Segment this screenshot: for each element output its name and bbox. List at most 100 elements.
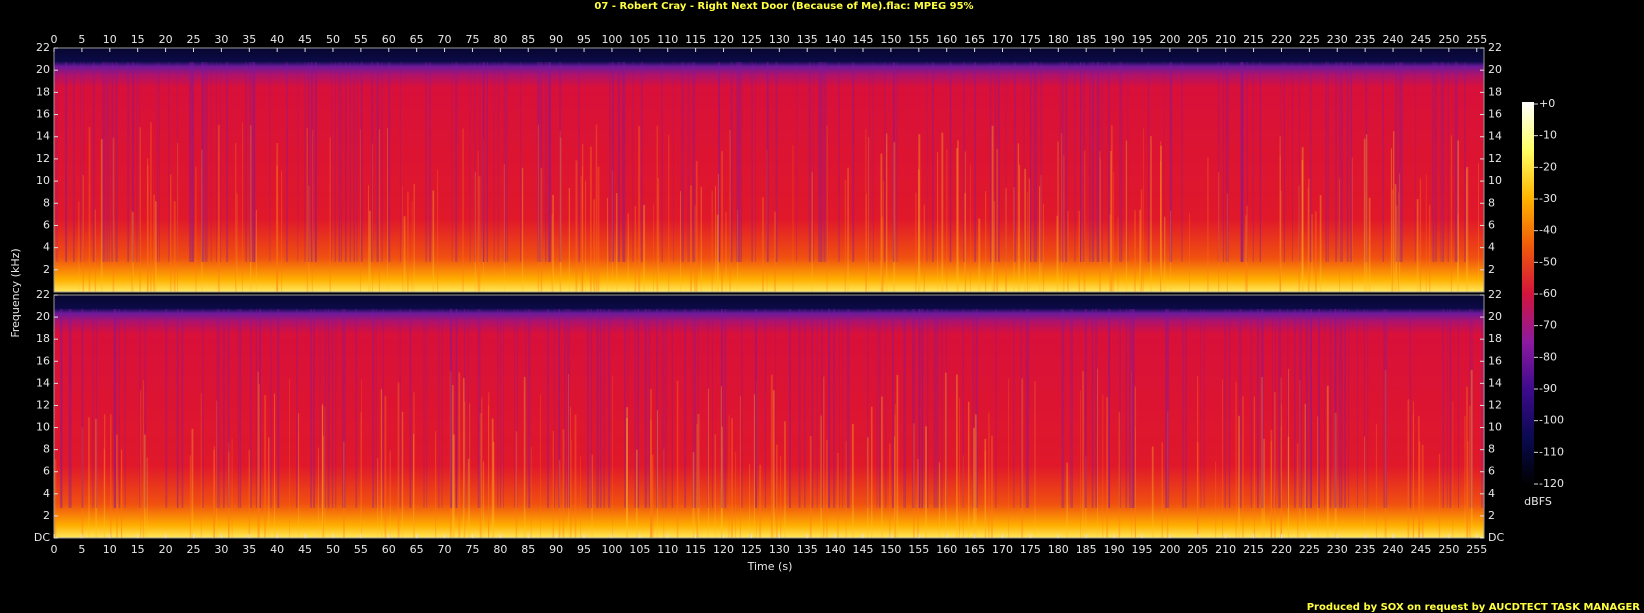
- texture: [941, 132, 944, 292]
- texture: [464, 401, 466, 538]
- texture: [94, 209, 97, 292]
- x-axis-label: Time (s): [747, 560, 793, 573]
- texture: [589, 146, 592, 292]
- texture: [189, 62, 192, 262]
- texture: [206, 62, 208, 262]
- texture: [1134, 210, 1136, 292]
- texture: [1384, 370, 1387, 538]
- texture: [1129, 309, 1131, 508]
- texture: [688, 62, 690, 262]
- y-tick-label: 14: [36, 130, 50, 143]
- y-tick-label: 16: [1488, 108, 1502, 121]
- x-tick-label: 225: [1299, 33, 1320, 46]
- texture: [1318, 309, 1321, 508]
- texture: [1240, 309, 1242, 508]
- x-tick-label: 210: [1215, 543, 1236, 556]
- texture: [1005, 62, 1007, 262]
- texture: [213, 449, 215, 538]
- texture: [549, 62, 552, 262]
- texture: [386, 127, 388, 293]
- y-tick-label: 12: [1488, 398, 1502, 411]
- texture: [927, 309, 929, 508]
- texture: [973, 427, 975, 538]
- texture: [945, 372, 947, 538]
- texture: [108, 62, 110, 262]
- x-tick-label: 80: [493, 33, 507, 46]
- texture: [736, 62, 738, 262]
- texture: [345, 62, 347, 262]
- texture: [892, 309, 893, 508]
- texture: [1127, 62, 1129, 262]
- texture: [775, 62, 778, 262]
- texture: [150, 122, 152, 292]
- texture: [894, 436, 896, 538]
- x-tick-label: 60: [382, 543, 396, 556]
- texture: [612, 62, 614, 262]
- texture: [132, 62, 134, 262]
- texture: [892, 62, 895, 262]
- texture: [1165, 309, 1168, 508]
- texture: [725, 211, 727, 292]
- texture: [132, 212, 134, 292]
- x-tick-label: 235: [1355, 33, 1376, 46]
- texture: [334, 62, 336, 262]
- texture: [661, 62, 663, 262]
- texture: [192, 62, 194, 262]
- texture: [1440, 62, 1442, 262]
- texture: [648, 309, 651, 508]
- texture: [296, 309, 298, 508]
- texture: [1252, 62, 1254, 262]
- texture: [1414, 62, 1416, 262]
- colorbar-tick-label: -20: [1539, 160, 1557, 173]
- footer: Produced by SOX on request by AUCDTECT T…: [1307, 602, 1641, 613]
- texture: [1021, 378, 1024, 538]
- texture: [1225, 62, 1228, 262]
- texture: [530, 446, 532, 538]
- x-tick-label: 135: [797, 543, 818, 556]
- texture: [410, 309, 412, 508]
- texture: [896, 62, 898, 262]
- texture: [1383, 309, 1386, 508]
- texture: [682, 62, 684, 262]
- texture: [730, 62, 733, 262]
- texture: [624, 309, 626, 508]
- texture: [597, 166, 600, 292]
- texture: [868, 137, 870, 292]
- texture: [1035, 62, 1038, 262]
- texture: [1110, 125, 1113, 292]
- texture: [1207, 157, 1209, 292]
- texture: [559, 130, 561, 292]
- texture: [218, 309, 220, 508]
- texture: [1110, 150, 1112, 292]
- texture: [937, 309, 939, 508]
- texture: [1134, 386, 1137, 538]
- texture: [585, 180, 587, 292]
- texture: [974, 414, 977, 538]
- texture: [131, 210, 133, 292]
- x-tick-label: 130: [769, 543, 790, 556]
- texture: [210, 62, 212, 262]
- texture: [1317, 416, 1319, 538]
- texture: [491, 418, 494, 538]
- y-tick-label: 8: [1488, 443, 1495, 456]
- texture: [933, 309, 936, 508]
- texture: [1298, 185, 1300, 292]
- texture: [1059, 62, 1061, 262]
- texture: [1334, 309, 1337, 508]
- texture: [407, 191, 409, 292]
- texture: [926, 62, 928, 262]
- y-tick-label: 14: [1488, 376, 1502, 389]
- texture: [694, 309, 696, 508]
- texture: [896, 374, 899, 538]
- texture: [894, 403, 896, 538]
- texture: [716, 214, 719, 292]
- colorbar-tick-label: -80: [1539, 350, 1557, 363]
- texture: [342, 441, 345, 538]
- y-tick-label: 8: [43, 196, 50, 209]
- texture: [922, 309, 924, 508]
- texture: [115, 62, 118, 262]
- texture: [1099, 151, 1101, 292]
- texture: [964, 193, 966, 292]
- texture: [1217, 62, 1220, 262]
- texture: [537, 124, 539, 292]
